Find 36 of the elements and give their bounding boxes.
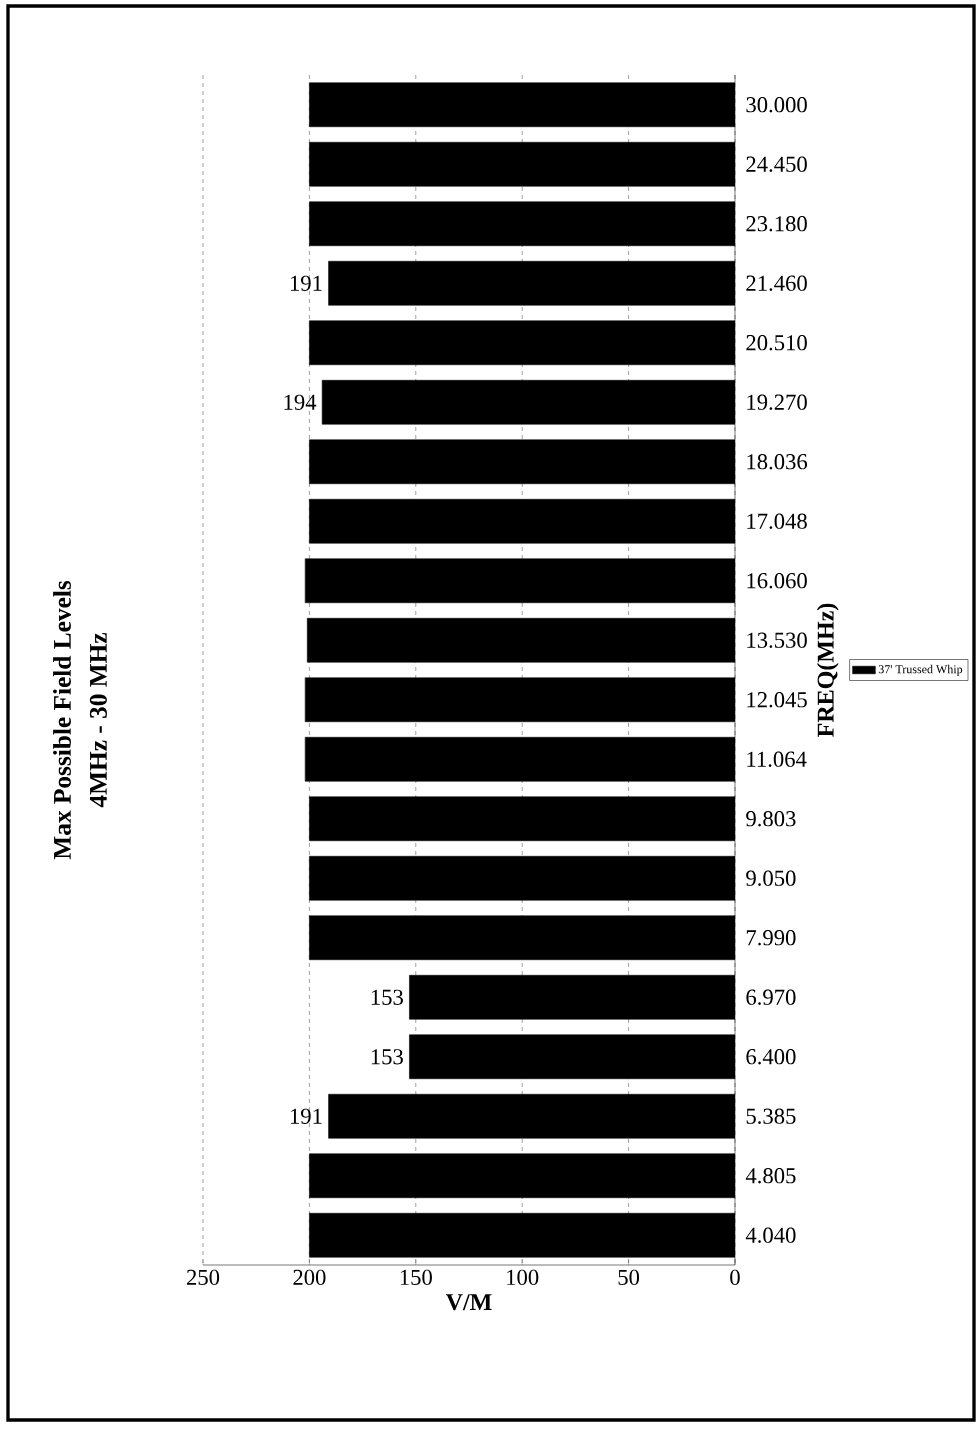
y-tick-label: 18.036 <box>747 454 808 470</box>
x-tick-label: 250 <box>187 1269 220 1286</box>
y-tick-label: 30.000 <box>746 97 807 113</box>
legend-label: 37' Trussed Whip <box>878 664 963 676</box>
data-label: 194 <box>284 394 317 410</box>
y-tick-label: 6.400 <box>746 1049 796 1065</box>
y-tick-label: 4.040 <box>745 1227 796 1243</box>
data-label: 153 <box>371 1049 403 1065</box>
y-tick-label: 16.060 <box>747 573 807 589</box>
y-tick-label: 19.270 <box>747 394 807 410</box>
y-tick-label: 9.050 <box>746 870 796 886</box>
x-tick-label: 0 <box>730 1269 740 1286</box>
y-tick-label: 5.385 <box>746 1108 796 1124</box>
y-tick-label: 9.803 <box>746 811 796 827</box>
y-tick-label: 24.450 <box>746 156 807 172</box>
y-tick-label: 6.970 <box>746 989 796 1005</box>
y-axis-title: FREQ(MHz) <box>816 603 839 737</box>
y-tick-label: 11.064 <box>747 751 807 767</box>
x-tick-label: 200 <box>293 1269 326 1286</box>
x-tick-label: 150 <box>400 1269 432 1286</box>
text: 4MHz - 30 MHz <box>89 632 107 808</box>
x-tick-label: 50 <box>618 1269 640 1286</box>
y-tick-label: 23.180 <box>746 216 807 232</box>
x-tick-label: 100 <box>507 1269 539 1286</box>
y-tick-label: 4.805 <box>745 1168 796 1184</box>
data-label: 153 <box>371 989 403 1005</box>
y-tick-label: 17.048 <box>747 513 807 529</box>
data-label: 191 <box>290 1108 322 1124</box>
y-tick-label: 21.460 <box>746 275 807 291</box>
text: Max Possible Field Levels <box>53 580 71 860</box>
y-tick-label: 12.045 <box>747 692 807 708</box>
x-axis-title: V/M <box>445 1294 492 1311</box>
y-tick-label: 20.510 <box>746 335 807 351</box>
data-label: 191 <box>290 275 322 291</box>
y-tick-label: 13.530 <box>747 632 807 648</box>
y-tick-label: 7.990 <box>746 930 796 946</box>
